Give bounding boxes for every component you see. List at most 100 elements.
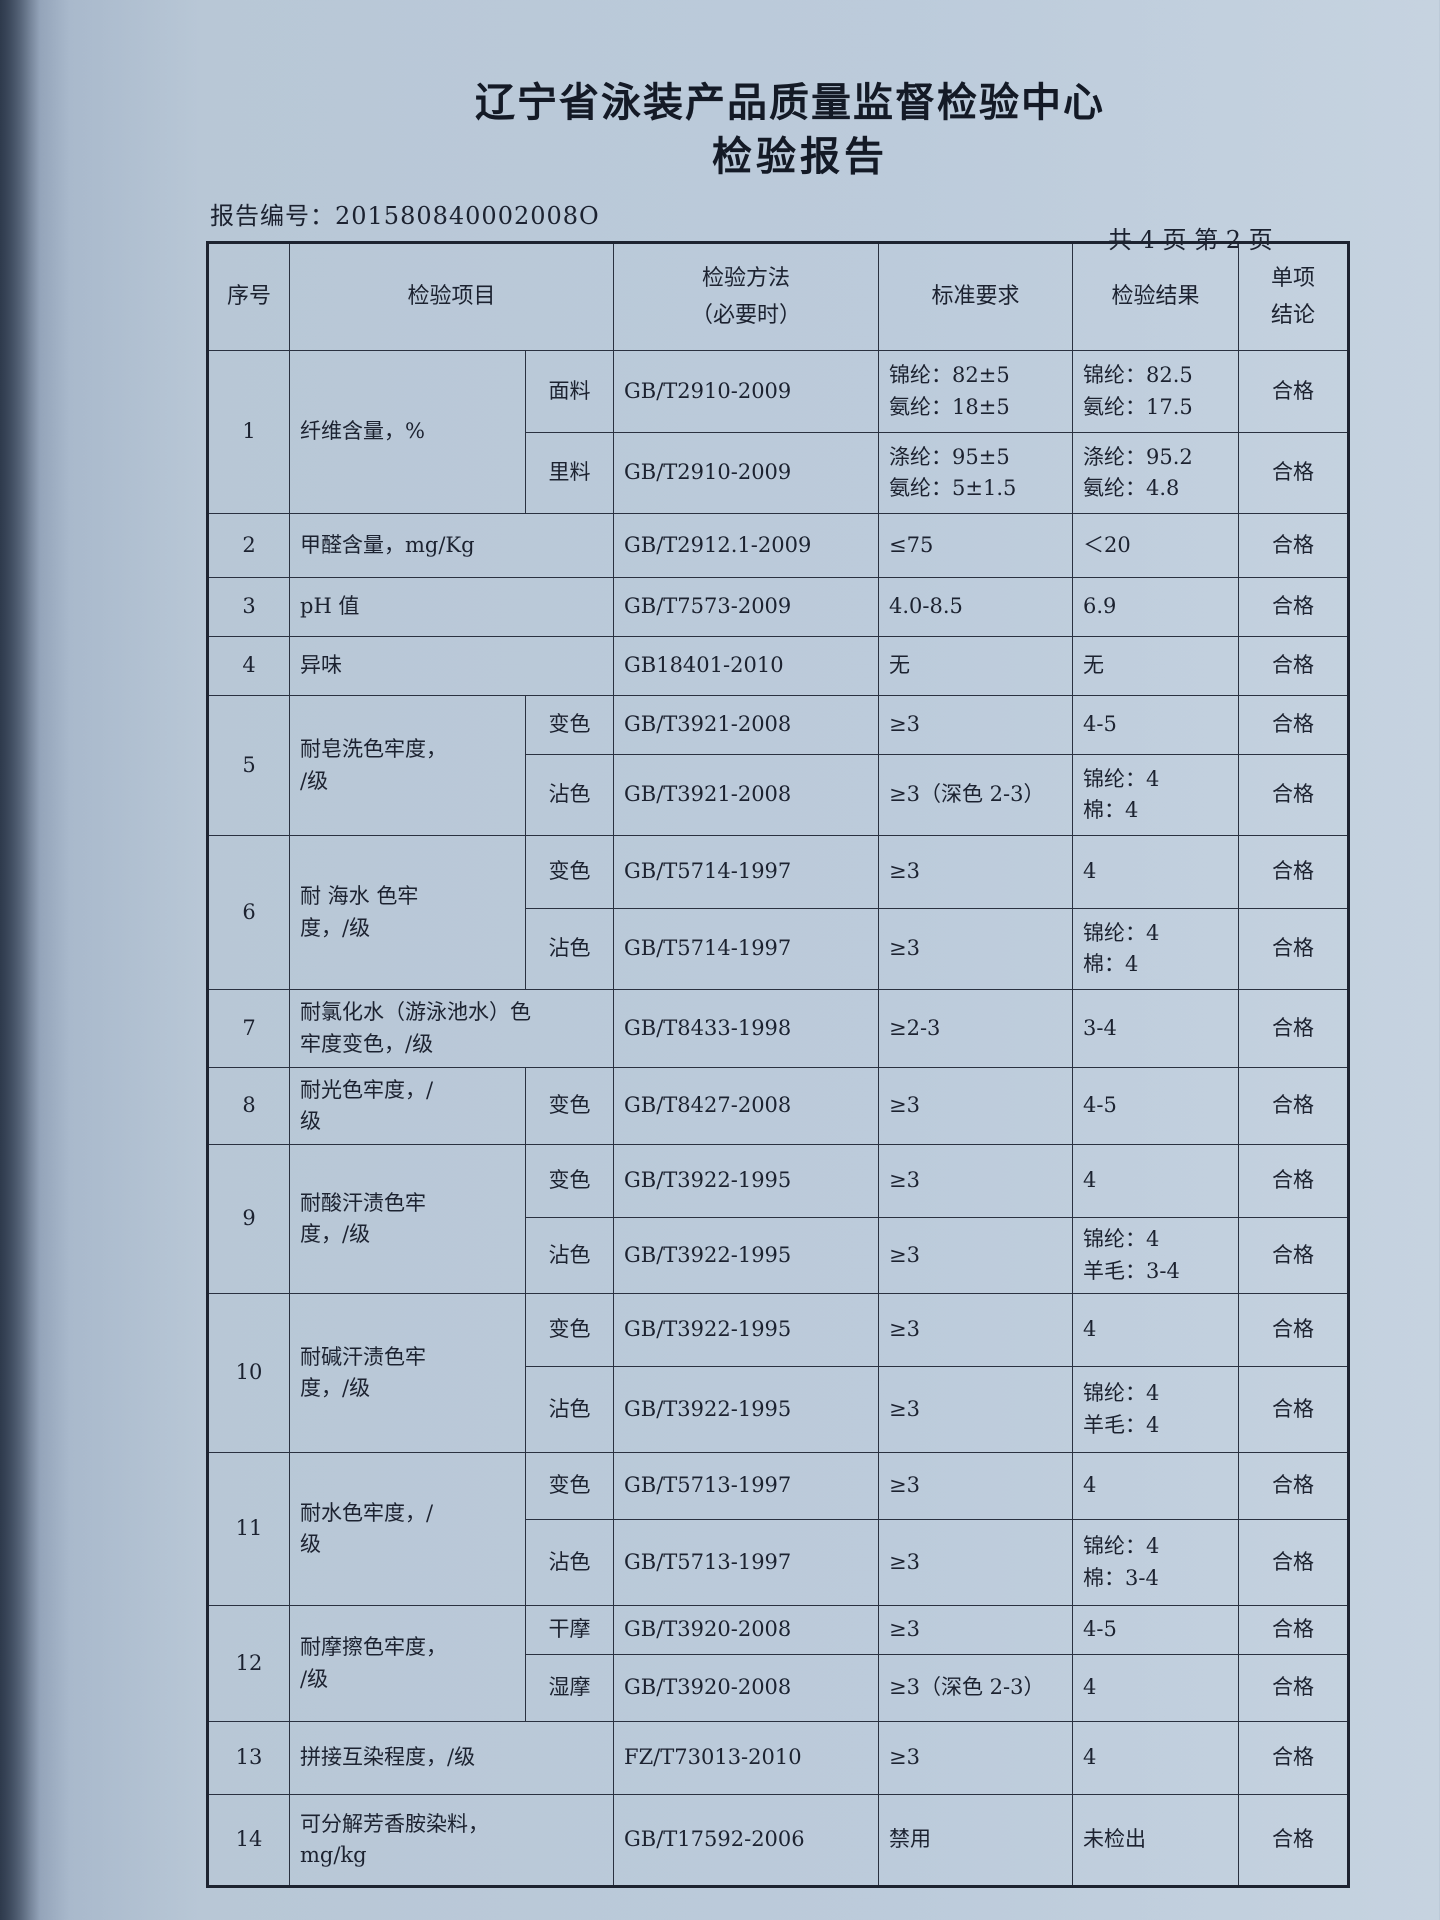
test-result: 锦纶：4 棉：4 [1072, 908, 1239, 990]
item-name: 异味 [289, 636, 614, 696]
standard-requirement: 禁用 [878, 1794, 1073, 1887]
standard-requirement: 涤纶：95±5 氨纶：5±1.5 [878, 432, 1073, 514]
test-method: GB/T5714-1997 [613, 908, 879, 990]
item-conclusion: 合格 [1238, 1217, 1349, 1294]
item-conclusion: 合格 [1238, 636, 1349, 696]
standard-requirement: ≥3 [878, 1721, 1073, 1795]
standard-requirement: ≥3 [878, 835, 1073, 909]
sub-item: 面料 [525, 350, 614, 433]
test-result: 4 [1072, 1293, 1239, 1367]
test-result: 4 [1072, 1654, 1239, 1722]
test-method: GB/T5713-1997 [613, 1452, 879, 1520]
test-method: GB/T2912.1-2009 [613, 513, 879, 578]
test-method: GB/T8427-2008 [613, 1067, 879, 1145]
test-method: GB/T3920-2008 [613, 1654, 879, 1722]
test-result: 无 [1072, 636, 1239, 696]
item-name: 耐水色牢度，/ 级 [289, 1452, 526, 1606]
standard-requirement: ≥3 [878, 1293, 1073, 1367]
sub-item: 变色 [525, 695, 614, 755]
standard-requirement: ≥3 [878, 1144, 1073, 1218]
row-number: 5 [207, 695, 290, 836]
sub-item: 湿摩 [525, 1654, 614, 1722]
standard-requirement: ≥3 [878, 1519, 1073, 1606]
row-number: 2 [207, 513, 290, 578]
item-conclusion: 合格 [1238, 835, 1349, 909]
test-method: GB/T7573-2009 [613, 577, 879, 637]
standard-requirement: ≥3 [878, 1067, 1073, 1145]
item-conclusion: 合格 [1238, 908, 1349, 990]
test-result: 锦纶：4 羊毛：4 [1072, 1366, 1239, 1453]
standard-requirement: 4.0-8.5 [878, 577, 1073, 637]
item-name: 耐氯化水（游泳池水）色 牢度变色，/级 [289, 989, 614, 1068]
sub-item: 里料 [525, 432, 614, 514]
standard-requirement: ≥3 [878, 695, 1073, 755]
test-method: GB18401-2010 [613, 636, 879, 696]
test-result: 4 [1072, 1452, 1239, 1520]
test-result: 4 [1072, 1721, 1239, 1795]
item-conclusion: 合格 [1238, 1721, 1349, 1795]
item-conclusion: 合格 [1238, 1654, 1349, 1722]
item-conclusion: 合格 [1238, 1605, 1349, 1655]
test-method: GB/T3922-1995 [613, 1144, 879, 1218]
org-title: 辽宁省泳装产品质量监督检验中心 [475, 80, 1105, 126]
row-number: 4 [207, 636, 290, 696]
col-header-conclusion: 单项 结论 [1238, 242, 1349, 351]
sub-item: 沾色 [525, 754, 614, 836]
row-number: 7 [207, 989, 290, 1068]
item-conclusion: 合格 [1238, 695, 1349, 755]
standard-requirement: ≥3 [878, 1366, 1073, 1453]
table-row: 4 异味 GB18401-2010 无无合格 [207, 636, 1349, 696]
test-result: 涤纶：95.2 氨纶：4.8 [1072, 432, 1239, 514]
item-name: 拼接互染程度，/级 [289, 1721, 614, 1795]
table-row: 沾色 GB/T5713-1997 ≥3 锦纶：4 棉：3-4 合格 [208, 1519, 1349, 1606]
row-number: 10 [207, 1293, 290, 1453]
item-conclusion: 合格 [1238, 1067, 1349, 1145]
test-method: GB/T5714-1997 [613, 835, 879, 909]
table-row: 14 可分解芳香胺染料， mg/kg GB/T17592-2006 禁用 未检出 合格 [207, 1794, 1349, 1887]
test-result: 4-5 [1072, 695, 1239, 755]
item-conclusion: 合格 [1238, 432, 1349, 514]
sub-item: 变色 [525, 1293, 614, 1367]
item-conclusion: 合格 [1238, 577, 1349, 637]
test-method: GB/T8433-1998 [613, 989, 879, 1068]
row-number: 9 [207, 1144, 290, 1294]
test-method: GB/T3921-2008 [613, 754, 879, 836]
col-header-no: 序号 [207, 242, 290, 351]
item-conclusion: 合格 [1238, 1452, 1349, 1520]
standard-requirement: ≥3 [878, 1452, 1073, 1520]
table-row: 12 耐摩擦色牢度， /级 干摩 GB/T3920-2008 ≥3 4-5 合格 [207, 1605, 1349, 1722]
col-header-standard: 标准要求 [878, 242, 1073, 351]
row-number: 13 [207, 1721, 290, 1795]
standard-requirement: ≥3（深色 2-3） [878, 1654, 1073, 1722]
col-header-result: 检验结果 [1072, 242, 1239, 351]
row-number: 1 [207, 350, 290, 514]
report-title: 检验报告 [712, 134, 888, 180]
row-number: 6 [207, 835, 290, 990]
row-number: 3 [207, 577, 290, 637]
item-conclusion: 合格 [1238, 1519, 1349, 1606]
test-method: GB/T2910-2009 [613, 350, 879, 433]
standard-requirement: ≥3 [878, 908, 1073, 990]
table-row: 13 拼接互染程度，/级 FZ/T73013-2010 ≥3 4 合格 [207, 1721, 1349, 1795]
test-result: 锦纶：4 棉：4 [1072, 754, 1239, 836]
table-row: 9 耐酸汗渍色牢 度，/级 变色 GB/T3922-1995 ≥3 4 合格 [207, 1144, 1349, 1294]
standard-requirement: ≥3 [878, 1605, 1073, 1655]
table-row: 11 耐水色牢度，/ 级变色 GB/T5713-1997 ≥3 4 合格 [207, 1452, 1349, 1606]
test-result: 锦纶：4 棉：3-4 [1072, 1519, 1239, 1606]
item-conclusion: 合格 [1238, 1144, 1349, 1218]
table-row: 10 耐碱汗渍色牢 度，/级 变色 GB/T3922-1995 ≥3 4 合格 [207, 1293, 1349, 1453]
table-row: 2 甲醛含量，mg/Kg GB/T2912.1-2009 ≤75 ＜20 合格 [207, 513, 1349, 578]
test-method: GB/T3920-2008 [613, 1605, 879, 1655]
item-name: 纤维含量，% [289, 350, 526, 514]
test-result: 6.9 [1072, 577, 1239, 637]
table-row: 1 纤维含量，% 面料 GB/T2910-2009 锦纶：82±5 氨纶：18±5 锦纶：… [207, 350, 1349, 514]
item-name: pH 值 [289, 577, 614, 637]
item-conclusion: 合格 [1238, 513, 1349, 578]
test-method: GB/T5713-1997 [613, 1519, 879, 1606]
page-edge-shadow [0, 0, 40, 1920]
item-name: 耐摩擦色牢度， /级 [289, 1605, 526, 1722]
item-conclusion: 合格 [1238, 350, 1349, 433]
item-name: 可分解芳香胺染料， mg/kg [289, 1794, 614, 1887]
standard-requirement: 锦纶：82±5 氨纶：18±5 [878, 350, 1073, 433]
